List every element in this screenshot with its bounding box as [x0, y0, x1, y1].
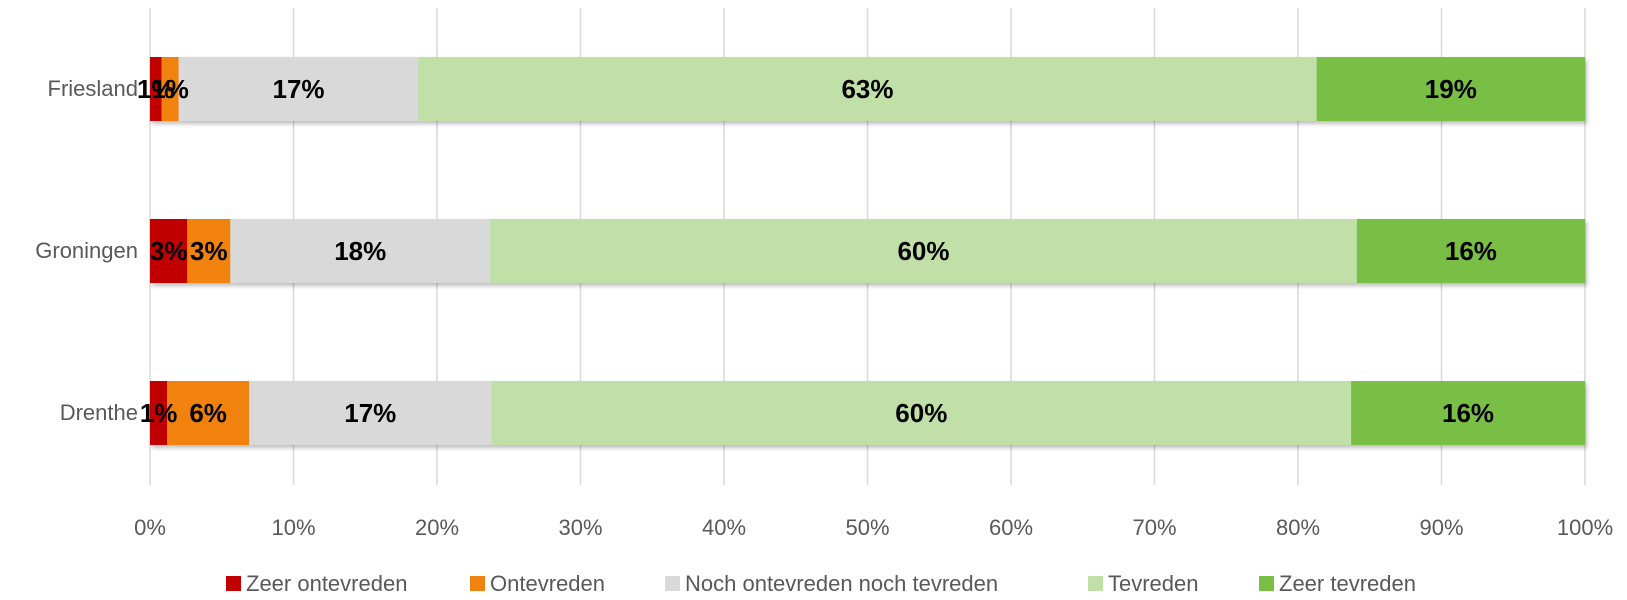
data-label: 60% [895, 398, 947, 428]
x-tick-label: 30% [558, 515, 602, 540]
legend-swatch [1259, 576, 1274, 591]
x-tick-label: 10% [271, 515, 315, 540]
bar-segment [230, 219, 491, 283]
bar-segment [418, 57, 1317, 121]
x-tick-label: 0% [134, 515, 166, 540]
category-label: Groningen [35, 238, 138, 263]
legend: Zeer ontevreden Ontevreden Noch ontevreden… [226, 571, 1416, 596]
x-tick-label: 70% [1132, 515, 1176, 540]
data-label: 63% [841, 74, 893, 104]
data-label: 17% [272, 74, 324, 104]
data-label: 17% [344, 398, 396, 428]
category-label: Drenthe [60, 400, 138, 425]
data-label: 3% [190, 236, 228, 266]
data-labels: 1%1% 17% 63% 19%3% 3% 18% 60% 16%1% 6% 17% 60% 16% [137, 74, 1497, 428]
legend-label: Noch ontevreden noch tevreden [685, 571, 998, 595]
bar-segment [187, 219, 231, 283]
x-tick-label: 40% [702, 515, 746, 540]
bar-segment [178, 57, 419, 121]
bar-segment [161, 57, 179, 121]
bar-segment [150, 219, 188, 283]
legend-label: Ontevreden [490, 571, 605, 595]
bar-segment [1356, 219, 1585, 283]
legend-label: Zeer ontevreden [246, 571, 407, 595]
bar-segment [249, 381, 492, 445]
data-label: 3% [150, 236, 188, 266]
bar-group [150, 57, 1585, 121]
bar-group [150, 381, 1585, 445]
x-tick-label: 90% [1419, 515, 1463, 540]
legend-label: Tevreden [1108, 571, 1199, 595]
data-label: 1% [151, 74, 189, 104]
bar-segment [1316, 57, 1585, 121]
bar-group [150, 219, 1585, 283]
x-tick-label: 20% [415, 515, 459, 540]
x-tick-label: 100% [1557, 515, 1613, 540]
bar-segment [167, 381, 250, 445]
bar-segment [491, 381, 1352, 445]
legend-swatch [226, 576, 241, 591]
legend-swatch [665, 576, 680, 591]
bar-segment [490, 219, 1357, 283]
data-label: 1% [140, 398, 178, 428]
bar-segment [150, 57, 162, 121]
x-tick-label: 60% [989, 515, 1033, 540]
data-label: 19% [1425, 74, 1477, 104]
data-label: 1% [137, 74, 175, 104]
bars [150, 57, 1585, 445]
data-label: 6% [189, 398, 227, 428]
data-label: 16% [1442, 398, 1494, 428]
x-tick-label: 80% [1276, 515, 1320, 540]
data-label: 16% [1445, 236, 1497, 266]
value-axis: 0% 10% 20% 30% 40% 50% 60% 70% 80% 90% 100% [134, 515, 1613, 540]
legend-swatch [470, 576, 485, 591]
legend-swatch [1088, 576, 1103, 591]
x-tick-label: 50% [845, 515, 889, 540]
category-label: Friesland [48, 76, 138, 101]
legend-label: Zeer tevreden [1279, 571, 1416, 595]
data-label: 18% [334, 236, 386, 266]
category-axis: Friesland Groningen Drenthe [35, 76, 138, 425]
data-label: 60% [897, 236, 949, 266]
bar-segment [1351, 381, 1585, 445]
bar-segment [150, 381, 168, 445]
